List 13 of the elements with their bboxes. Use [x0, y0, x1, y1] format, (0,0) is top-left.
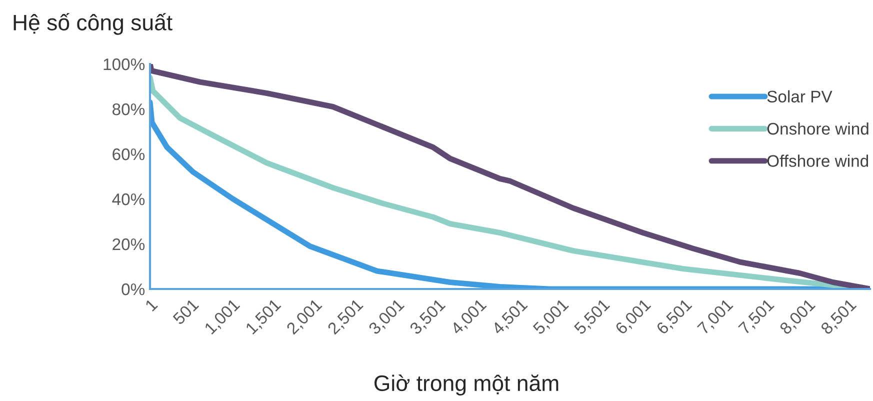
- y-tick-label: 80%: [112, 103, 145, 116]
- y-axis-title: Hệ số công suất: [14, 13, 172, 35]
- x-axis-title: Giờ trong một năm: [374, 374, 558, 396]
- y-tick-label: 40%: [112, 193, 145, 206]
- legend-label: Solar PV: [767, 90, 832, 102]
- x-tick-label: 1: [144, 298, 158, 312]
- y-tick-label: 60%: [112, 148, 145, 160]
- y-tick-label: 100%: [104, 58, 145, 70]
- y-tick-label: 0%: [122, 283, 145, 296]
- legend-label: Offshore wind: [767, 154, 868, 167]
- x-tick-label: 501: [172, 298, 200, 326]
- y-tick-label: 20%: [112, 238, 145, 250]
- legend-label: Onshore wind: [767, 122, 868, 135]
